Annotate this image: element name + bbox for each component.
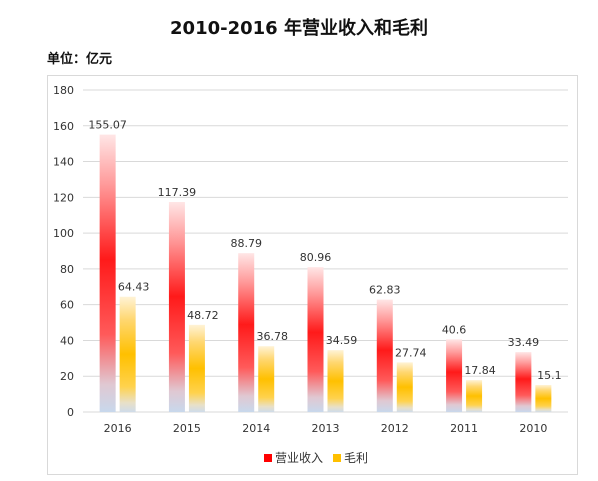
bar-gross-profit xyxy=(466,380,483,412)
chart-title: 2010-2016 年营业收入和毛利 xyxy=(170,18,428,39)
y-tick-label: 0 xyxy=(67,406,74,419)
data-label-revenue: 88.79 xyxy=(230,237,262,250)
data-label-gross-profit: 27.74 xyxy=(395,346,427,359)
x-tick-label: 2014 xyxy=(242,422,270,435)
legend-item-gross-profit: 毛利 xyxy=(333,449,368,466)
legend-swatch-revenue xyxy=(264,453,272,462)
y-tick-label: 20 xyxy=(60,370,74,383)
data-label-revenue: 40.6 xyxy=(442,323,467,336)
bar-gross-profit xyxy=(535,384,552,412)
x-tick-label: 2013 xyxy=(312,422,340,435)
data-label-gross-profit: 64.43 xyxy=(118,281,150,294)
x-tick-label: 2012 xyxy=(381,422,409,435)
bar-gross-profit xyxy=(396,362,413,412)
x-tick-label: 2011 xyxy=(450,422,478,435)
legend-item-revenue: 营业收入 xyxy=(264,449,323,466)
y-tick-label: 60 xyxy=(60,299,74,312)
bar-gross-profit xyxy=(327,350,344,412)
legend-label-revenue: 营业收入 xyxy=(275,451,324,465)
y-tick-label: 180 xyxy=(53,84,74,97)
legend-swatch-gross-profit xyxy=(333,453,342,462)
data-label-revenue: 62.83 xyxy=(369,284,401,297)
data-label-revenue: 117.39 xyxy=(158,186,197,199)
legend: 营业收入 毛利 xyxy=(264,449,372,466)
y-tick-label: 160 xyxy=(53,120,74,133)
data-label-gross-profit: 48.72 xyxy=(187,309,219,322)
data-label-revenue: 80.96 xyxy=(300,251,332,264)
bar-revenue xyxy=(376,299,393,412)
bar-revenue xyxy=(515,352,532,412)
bar-gross-profit xyxy=(258,346,275,412)
bar-revenue xyxy=(307,267,324,412)
x-tick-label: 2016 xyxy=(104,422,132,435)
y-tick-label: 140 xyxy=(53,156,74,169)
data-label-revenue: 33.49 xyxy=(508,336,540,349)
data-label-gross-profit: 34.59 xyxy=(326,334,358,347)
bar-revenue xyxy=(446,339,463,412)
y-tick-label: 120 xyxy=(53,191,74,204)
data-label-gross-profit: 15.1 xyxy=(537,369,562,382)
bar-gross-profit xyxy=(119,296,136,412)
legend-label-gross-profit: 毛利 xyxy=(344,451,369,465)
unit-label: 单位：亿元 xyxy=(47,52,113,67)
bar-revenue xyxy=(238,253,255,412)
data-label-revenue: 155.07 xyxy=(88,119,127,132)
bar-gross-profit xyxy=(188,324,205,412)
y-tick-label: 100 xyxy=(53,227,74,240)
x-tick-label: 2010 xyxy=(519,422,547,435)
y-tick-label: 40 xyxy=(60,334,74,347)
bar-revenue xyxy=(99,134,116,413)
data-label-gross-profit: 17.84 xyxy=(464,364,496,377)
y-tick-label: 80 xyxy=(60,263,74,276)
data-label-gross-profit: 36.78 xyxy=(256,330,288,343)
bar-revenue xyxy=(168,202,185,412)
x-tick-label: 2015 xyxy=(173,422,201,435)
